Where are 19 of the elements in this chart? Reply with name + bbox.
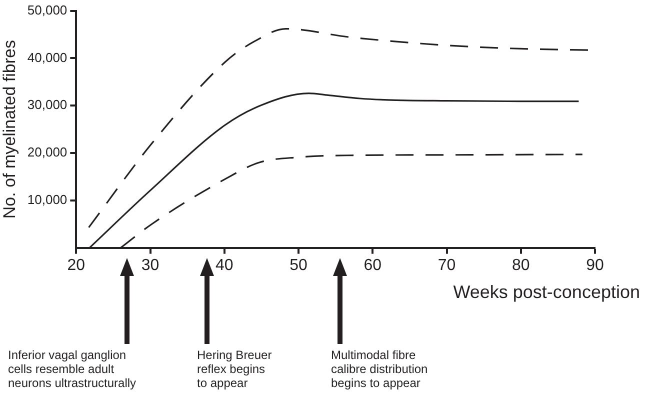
text: Inferior vagal ganglion cells resemble adult neurons ultrastructurally (8, 348, 136, 390)
x-tick-label: 90 (586, 256, 604, 274)
y-tick-label: 20,000 (27, 144, 68, 160)
x-tick-label: 30 (141, 256, 160, 274)
x-tick-label: 60 (364, 256, 382, 274)
x-tick-label: 70 (438, 256, 456, 274)
x-tick-label: 50 (290, 256, 308, 274)
text: Hering Breuer reflex begins to appear (197, 348, 272, 390)
y-tick-label: 40,000 (27, 50, 68, 65)
x-tick-label: 80 (512, 256, 530, 274)
y-axis-title: No. of myelinated fibres (0, 40, 19, 219)
y-tick-label: 30,000 (27, 97, 68, 112)
line-series (88, 28, 591, 228)
text: Multimodal fibre calibre distribution begins to appear (331, 348, 428, 390)
x-tick-label: 40 (216, 256, 234, 274)
x-axis-title: Weeks post-conception (453, 282, 640, 302)
x-tick-label: 20 (67, 256, 86, 274)
y-tick-label: 50,000 (27, 2, 68, 18)
y-tick-label: 10,000 (27, 192, 68, 207)
